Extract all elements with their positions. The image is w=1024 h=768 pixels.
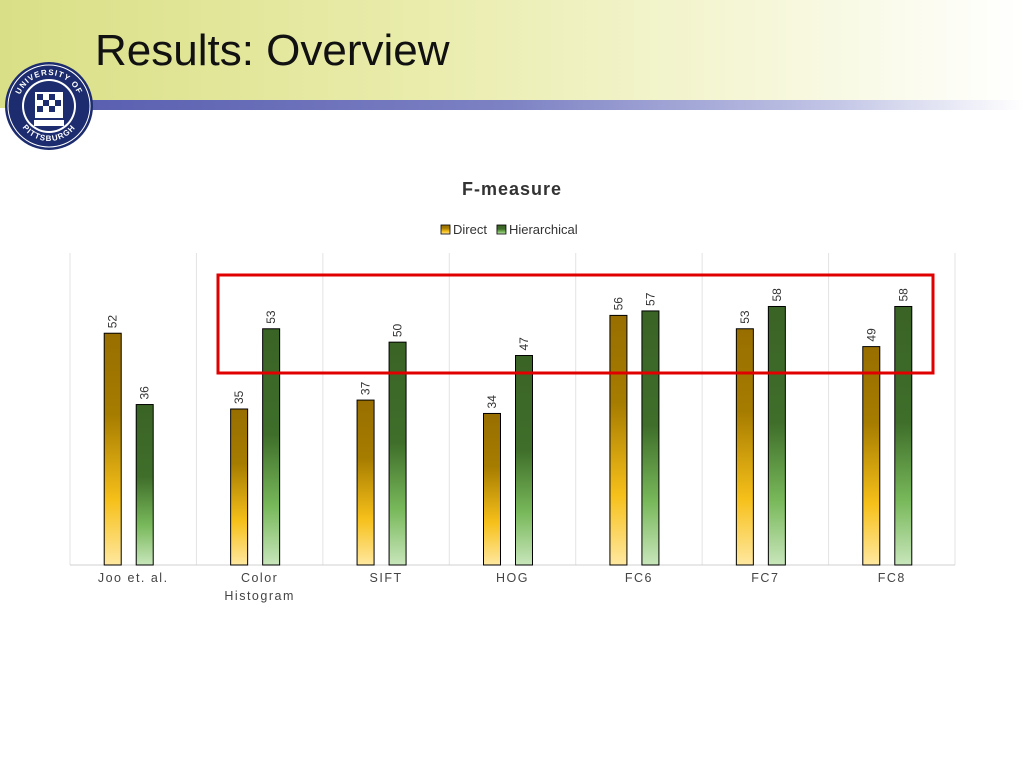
- data-label-hierarchical-6: 58: [896, 288, 910, 302]
- data-label-direct-0: 52: [106, 315, 120, 329]
- data-label-direct-6: 49: [864, 328, 878, 342]
- university-seal-logo: UNIVERSITY OF PITTSBURGH: [5, 62, 93, 150]
- x-tick-label-0: Joo et. al.: [98, 571, 169, 585]
- chart-grid: [69, 253, 956, 566]
- bar-direct-5: [735, 328, 754, 566]
- legend-label-hierarchical: Hierarchical: [509, 222, 578, 237]
- highlight-box: [216, 273, 935, 375]
- data-label-direct-4: 56: [611, 297, 625, 311]
- bar-direct-6: [862, 346, 881, 566]
- bar-hierarchical-4: [641, 310, 660, 566]
- x-tick-label-1: Color Histogram: [224, 571, 294, 603]
- bar-direct-4: [609, 314, 628, 566]
- legend-label-direct: Direct: [453, 222, 487, 237]
- bar-direct-3: [483, 412, 501, 566]
- legend-swatch-direct: [440, 224, 451, 235]
- x-tick-label-6: FC8: [878, 571, 906, 585]
- chart-title: F-measure: [462, 179, 562, 199]
- data-label-direct-5: 53: [738, 310, 752, 324]
- bar-direct-1: [230, 408, 249, 566]
- data-label-direct-2: 37: [359, 381, 373, 395]
- slide-title: Results: Overview: [95, 26, 450, 75]
- data-label-hierarchical-3: 47: [517, 337, 531, 351]
- bar-hierarchical-2: [388, 341, 407, 566]
- bar-direct-2: [356, 399, 375, 566]
- bar-hierarchical-5: [767, 305, 786, 566]
- data-label-direct-3: 34: [485, 395, 499, 409]
- header-band: [0, 0, 1024, 108]
- bar-hierarchical-3: [515, 355, 533, 566]
- bar-hierarchical-1: [262, 328, 281, 566]
- legend-swatch-hierarchical: [496, 224, 507, 235]
- chart-legend: Direct Hierarchical: [440, 222, 578, 237]
- bar-hierarchical-6: [894, 305, 913, 566]
- x-tick-label-4: FC6: [625, 571, 653, 585]
- x-tick-label-2: SIFT: [370, 571, 403, 585]
- data-label-hierarchical-4: 57: [643, 292, 657, 306]
- chart-data-labels: 52 35 37 34 56 53 49 36 53 50 47 57 58 58: [106, 288, 911, 409]
- x-tick-label-5: FC7: [751, 571, 779, 585]
- x-tick-label-3: HOG: [496, 571, 529, 585]
- bar-direct-0: [103, 332, 122, 566]
- bar-hierarchical-0: [135, 404, 154, 566]
- chart-x-axis: Joo et. al. Color Histogram SIFT HOG FC6 FC7 FC…: [98, 571, 906, 603]
- data-label-hierarchical-5: 58: [770, 288, 784, 302]
- data-label-direct-1: 35: [232, 390, 246, 404]
- chart-bars: [103, 305, 913, 566]
- header-rule: [90, 100, 1024, 110]
- data-label-hierarchical-2: 50: [391, 323, 405, 337]
- data-label-hierarchical-1: 53: [264, 310, 278, 324]
- data-label-hierarchical-0: 36: [138, 386, 152, 400]
